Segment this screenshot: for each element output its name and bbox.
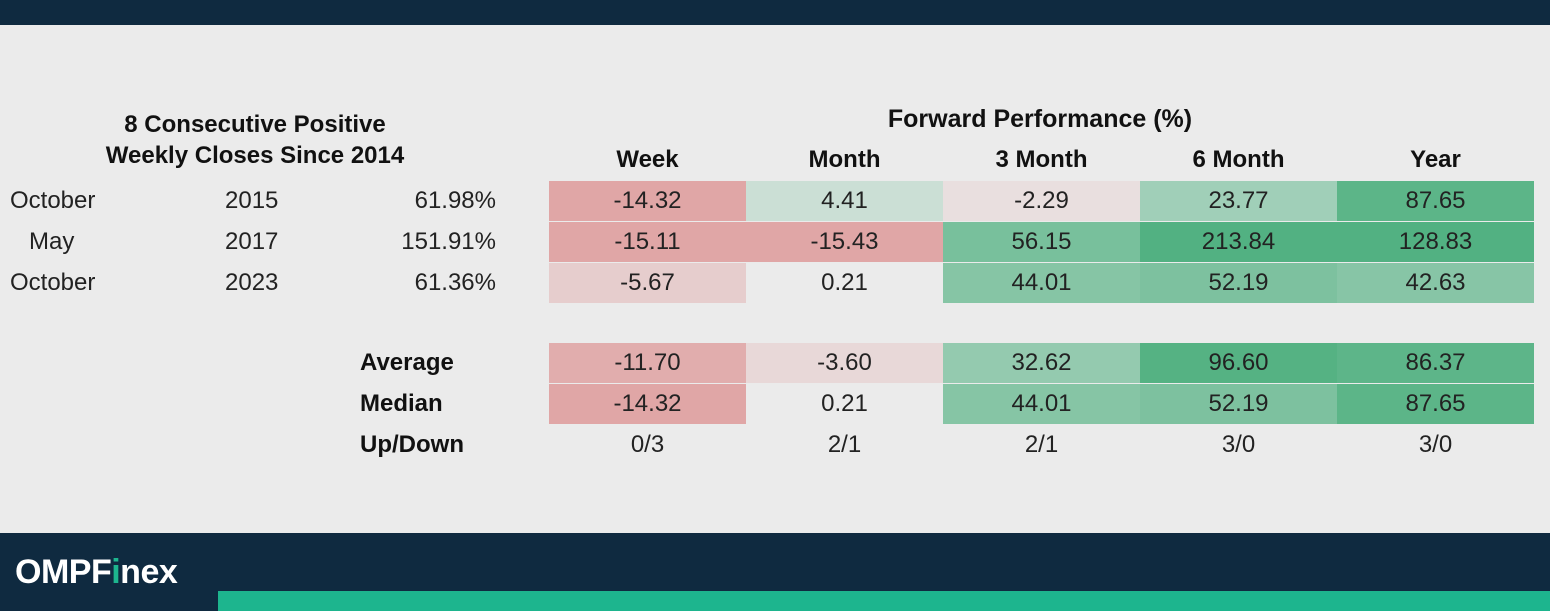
logo-text-accent: i (111, 553, 121, 591)
forward-performance-header: Forward Performance (%) (887, 105, 1193, 133)
logo-text-pre: OMPF (15, 553, 112, 591)
data-cell: -14.32 (549, 181, 746, 221)
summary-cell: -11.70 (549, 343, 746, 383)
data-cell: 128.83 (1337, 222, 1534, 262)
row-gain: 61.36% (414, 269, 496, 296)
brand-logo: OMPFinex (15, 553, 178, 592)
summary-cell: 3/0 (1418, 431, 1453, 458)
summary-cell: 96.60 (1140, 343, 1337, 383)
summary-cell: -3.60 (746, 343, 943, 383)
summary-cell: 2/1 (827, 431, 862, 458)
data-cell: 44.01 (943, 263, 1140, 303)
summary-cell: 87.65 (1337, 384, 1534, 424)
summary-cell: 44.01 (943, 384, 1140, 424)
data-cell: 23.77 (1140, 181, 1337, 221)
column-header-week: Week (616, 146, 679, 173)
data-cell: 42.63 (1337, 263, 1534, 303)
row-gain: 151.91% (401, 228, 496, 255)
summary-cell: 3/0 (1221, 431, 1256, 458)
title-line-1: 8 Consecutive Positive (124, 111, 386, 138)
top-bar (0, 0, 1550, 25)
row-month: October (10, 269, 96, 296)
row-month: May (29, 228, 75, 255)
table-title: 8 Consecutive Positive Weekly Closes Sin… (80, 109, 430, 171)
summary-cell: 0/3 (630, 431, 665, 458)
column-header-3-month: 3 Month (995, 146, 1088, 173)
summary-label-up-down: Up/Down (360, 431, 464, 458)
row-year: 2023 (225, 269, 279, 296)
row-year: 2017 (225, 228, 279, 255)
column-header-year: Year (1410, 146, 1461, 173)
summary-cell: 86.37 (1337, 343, 1534, 383)
summary-cell: 0.21 (821, 390, 868, 417)
row-gain: 61.98% (414, 187, 496, 214)
title-line-2: Weekly Closes Since 2014 (105, 142, 405, 169)
summary-cell: 2/1 (1024, 431, 1059, 458)
summary-cell: 52.19 (1140, 384, 1337, 424)
data-cell: -15.43 (746, 222, 943, 262)
footer-accent-strip (218, 591, 1550, 611)
column-header-month: Month (808, 146, 881, 173)
data-cell: 56.15 (943, 222, 1140, 262)
summary-label-median: Median (360, 390, 443, 417)
data-cell: -15.11 (549, 222, 746, 262)
row-month: October (10, 187, 96, 214)
data-cell: 4.41 (746, 181, 943, 221)
logo-text-post: nex (120, 553, 178, 591)
summary-cell: 32.62 (943, 343, 1140, 383)
summary-label-average: Average (360, 349, 454, 376)
data-cell: 0.21 (821, 269, 868, 296)
row-year: 2015 (225, 187, 279, 214)
data-cell: -2.29 (943, 181, 1140, 221)
data-cell: 87.65 (1337, 181, 1534, 221)
data-cell: -5.67 (549, 263, 746, 303)
column-header-6-month: 6 Month (1192, 146, 1285, 173)
data-cell: 52.19 (1140, 263, 1337, 303)
data-cell: 213.84 (1140, 222, 1337, 262)
summary-cell: -14.32 (549, 384, 746, 424)
